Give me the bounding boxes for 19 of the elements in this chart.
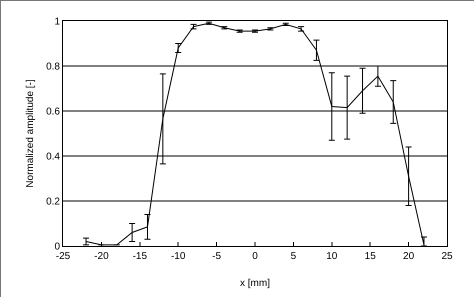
y-tick-label: 0.2 bbox=[46, 196, 60, 208]
x-tick-label: 5 bbox=[290, 251, 297, 262]
x-tick-label: -15 bbox=[132, 251, 148, 262]
x-tick-label: -25 bbox=[56, 251, 71, 262]
y-tick-label: 0 bbox=[54, 242, 60, 252]
x-tick-label: 15 bbox=[364, 251, 376, 262]
x-tick-label: 20 bbox=[403, 251, 415, 262]
x-tick-label: 25 bbox=[441, 251, 453, 262]
y-tick-label: 0.4 bbox=[46, 152, 60, 162]
y-tick-label: 0.8 bbox=[46, 62, 60, 72]
y-tick-label: 1 bbox=[54, 16, 60, 28]
x-tick-label: -20 bbox=[94, 251, 110, 262]
x-axis-title: x [mm] bbox=[240, 278, 270, 289]
x-tick-label: -10 bbox=[170, 251, 186, 262]
x-tick-label: 10 bbox=[326, 251, 338, 262]
y-axis-title: Normalized amplitude [-] bbox=[25, 79, 36, 188]
x-tick-label: -5 bbox=[212, 251, 222, 262]
x-tick-label: 0 bbox=[252, 251, 258, 262]
y-tick-label: 0.6 bbox=[46, 106, 60, 118]
